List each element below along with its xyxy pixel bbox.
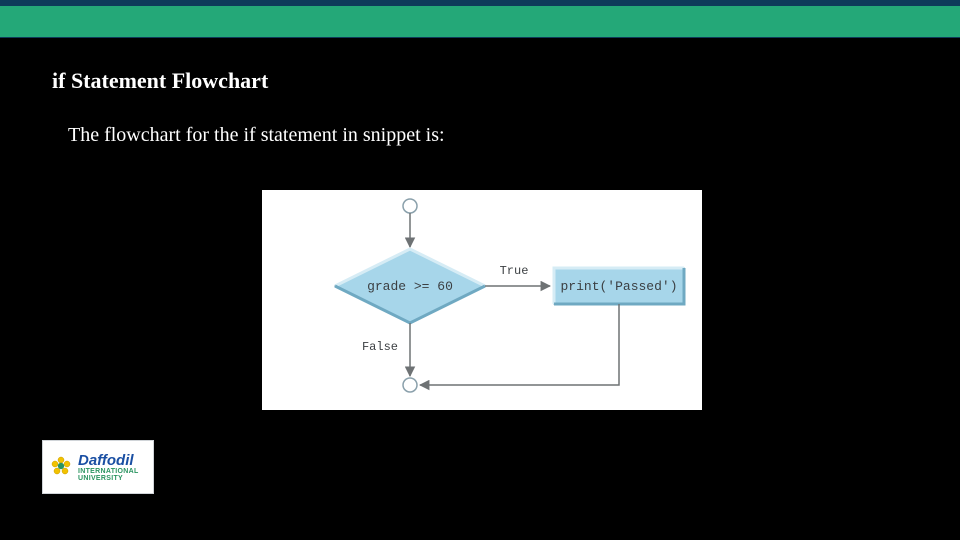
footer-logo: Daffodil INTERNATIONAL UNIVERSITY [42, 440, 154, 494]
flow-process-node: print('Passed') [554, 268, 684, 304]
flow-decision-node: grade >= 60 [335, 249, 485, 323]
flow-edge-false-label: False [362, 340, 398, 354]
flowchart: grade >= 60 True print('Passed') False [262, 190, 702, 410]
flow-decision-label: grade >= 60 [367, 279, 453, 294]
flow-edge-true-label: True [500, 264, 529, 278]
logo-title: Daffodil [78, 453, 147, 468]
slide-subtitle: The flowchart for the if statement in sn… [68, 124, 868, 147]
flow-edge-merge [420, 304, 619, 385]
title-bar [0, 0, 960, 38]
slide-title: if Statement Flowchart [52, 68, 902, 94]
flow-end-node [403, 378, 417, 392]
logo-subtitle: INTERNATIONAL UNIVERSITY [78, 468, 147, 482]
flow-process-label: print('Passed') [560, 279, 677, 294]
daffodil-flower-icon [49, 455, 73, 479]
flow-start-node [403, 199, 417, 213]
